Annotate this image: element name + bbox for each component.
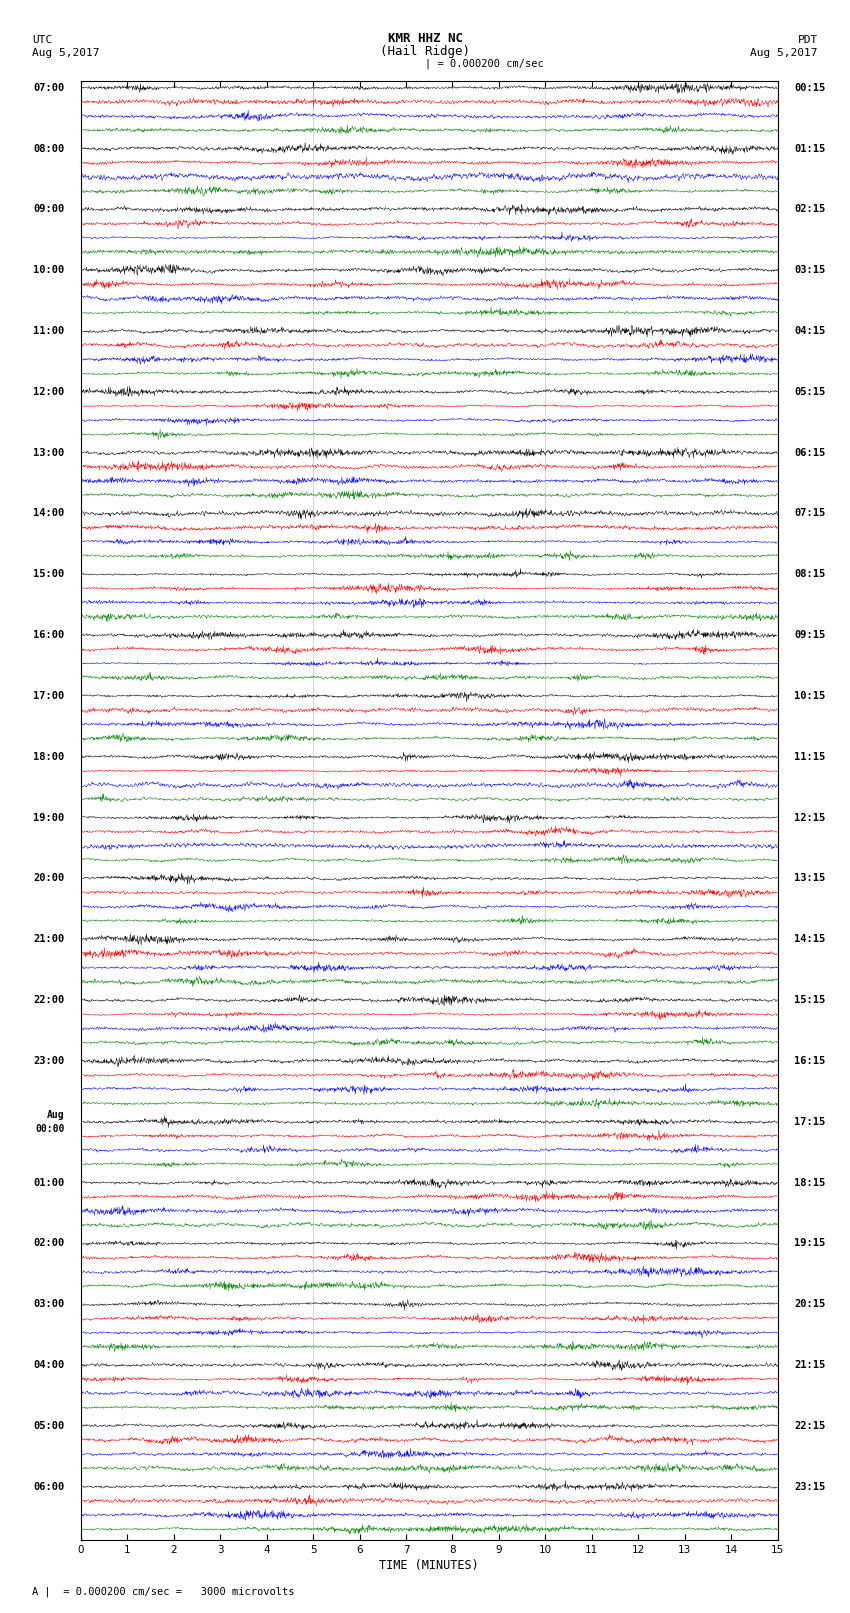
Text: Aug 5,2017: Aug 5,2017 [751,48,818,58]
Text: 20:00: 20:00 [33,873,65,884]
Text: 14:15: 14:15 [794,934,825,944]
Text: 22:15: 22:15 [794,1421,825,1431]
Text: 21:00: 21:00 [33,934,65,944]
Text: 05:00: 05:00 [33,1421,65,1431]
Text: 08:15: 08:15 [794,569,825,579]
Text: 17:00: 17:00 [33,690,65,702]
Text: PDT: PDT [797,35,818,45]
Text: 03:15: 03:15 [794,265,825,276]
Text: Aug 5,2017: Aug 5,2017 [32,48,99,58]
Text: Aug: Aug [47,1110,65,1119]
Text: 09:15: 09:15 [794,631,825,640]
X-axis label: TIME (MINUTES): TIME (MINUTES) [379,1560,479,1573]
Text: 16:15: 16:15 [794,1057,825,1066]
Text: 13:15: 13:15 [794,873,825,884]
Text: 13:00: 13:00 [33,448,65,458]
Text: 02:00: 02:00 [33,1239,65,1248]
Text: 07:15: 07:15 [794,508,825,518]
Text: 11:15: 11:15 [794,752,825,761]
Text: 12:00: 12:00 [33,387,65,397]
Text: 08:00: 08:00 [33,144,65,153]
Text: 04:15: 04:15 [794,326,825,336]
Text: 19:15: 19:15 [794,1239,825,1248]
Text: 18:00: 18:00 [33,752,65,761]
Text: 07:00: 07:00 [33,82,65,92]
Text: 01:15: 01:15 [794,144,825,153]
Text: 16:00: 16:00 [33,631,65,640]
Text: 06:15: 06:15 [794,448,825,458]
Text: 12:15: 12:15 [794,813,825,823]
Text: 04:00: 04:00 [33,1360,65,1369]
Text: 22:00: 22:00 [33,995,65,1005]
Text: 00:00: 00:00 [35,1124,65,1134]
Text: | = 0.000200 cm/sec: | = 0.000200 cm/sec [425,58,544,69]
Text: 14:00: 14:00 [33,508,65,518]
Text: 09:00: 09:00 [33,205,65,215]
Text: 18:15: 18:15 [794,1177,825,1187]
Text: 01:00: 01:00 [33,1177,65,1187]
Text: 10:15: 10:15 [794,690,825,702]
Text: UTC: UTC [32,35,53,45]
Text: 00:15: 00:15 [794,82,825,92]
Text: A |  = 0.000200 cm/sec =   3000 microvolts: A | = 0.000200 cm/sec = 3000 microvolts [32,1586,295,1597]
Text: 06:00: 06:00 [33,1482,65,1492]
Text: 02:15: 02:15 [794,205,825,215]
Text: (Hail Ridge): (Hail Ridge) [380,45,470,58]
Text: 17:15: 17:15 [794,1116,825,1127]
Text: 23:00: 23:00 [33,1057,65,1066]
Text: 20:15: 20:15 [794,1298,825,1310]
Text: 15:00: 15:00 [33,569,65,579]
Text: 10:00: 10:00 [33,265,65,276]
Text: 19:00: 19:00 [33,813,65,823]
Text: 03:00: 03:00 [33,1298,65,1310]
Text: 21:15: 21:15 [794,1360,825,1369]
Text: 23:15: 23:15 [794,1482,825,1492]
Text: 11:00: 11:00 [33,326,65,336]
Text: KMR HHZ NC: KMR HHZ NC [388,32,462,45]
Text: 15:15: 15:15 [794,995,825,1005]
Text: 05:15: 05:15 [794,387,825,397]
